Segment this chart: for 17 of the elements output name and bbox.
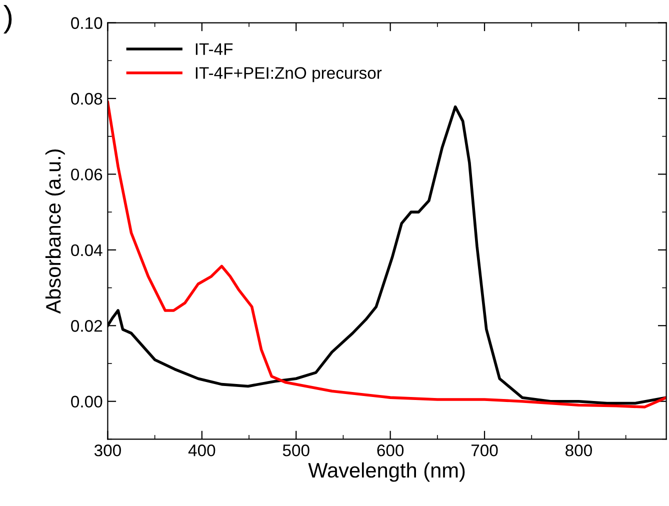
x-tick-label: 800 [566, 444, 592, 456]
x-tick-label: 300 [94, 444, 121, 456]
y-tick-label: 0.08 [71, 92, 102, 105]
x-tick-label: 500 [282, 444, 310, 456]
y-tick-label: 0.10 [71, 17, 102, 29]
y-tick-label: 0.06 [71, 168, 102, 180]
x-axis-title: Wavelength (nm) [308, 462, 465, 482]
y-tick-label: 0.04 [71, 244, 102, 256]
y-tick-label: 0.02 [71, 320, 102, 332]
legend-label: IT-4F+PEI:ZnO precursor [196, 67, 382, 82]
y-tick-label: 0.00 [71, 396, 102, 408]
y-axis-title: Absorbance (a.u.) [45, 149, 65, 314]
x-tick-label: 700 [471, 444, 498, 456]
legend-label: IT-4F [196, 43, 233, 55]
x-tick-label: 600 [377, 444, 404, 456]
text: ) [4, 5, 12, 34]
x-tick-label: 400 [188, 444, 216, 456]
